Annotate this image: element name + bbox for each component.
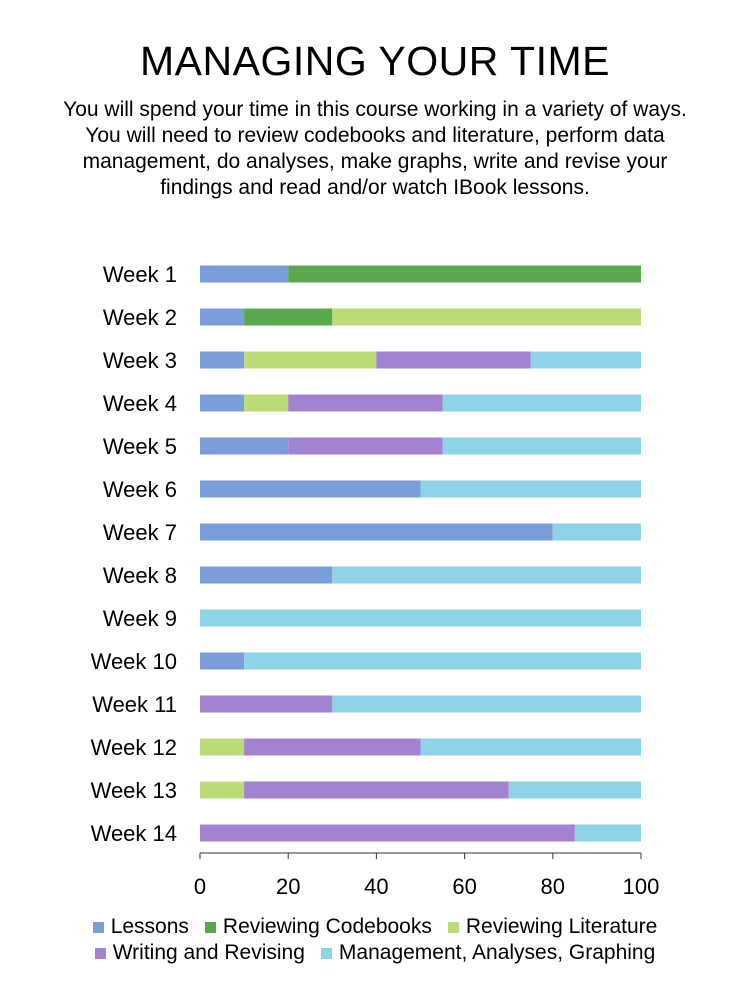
category-label: Week 6 [103, 477, 177, 502]
category-label: Week 9 [103, 606, 177, 631]
bars-group [200, 265, 641, 842]
bar-segment [288, 437, 443, 455]
bar-segment [200, 652, 245, 670]
category-label: Week 12 [91, 735, 177, 760]
bar-segment [552, 523, 641, 541]
category-label: Week 1 [103, 262, 177, 287]
bar-segment [200, 308, 245, 326]
bar-segment [574, 824, 641, 842]
bar-segment [508, 781, 641, 799]
legend-swatch [92, 921, 104, 933]
legend-item-writing-and-revising: Writing and Revising [94, 941, 305, 965]
bar-segment [200, 265, 289, 283]
bar-segment [376, 351, 531, 369]
category-label: Week 14 [91, 821, 177, 846]
bar-segment [200, 566, 333, 584]
legend-row-2: Writing and Revising Management, Analyse… [0, 941, 750, 965]
category-label: Week 8 [103, 563, 177, 588]
category-label: Week 4 [103, 391, 177, 416]
bar-segment [200, 351, 245, 369]
bar-segment [200, 781, 245, 799]
category-label: Week 2 [103, 305, 177, 330]
legend-item-management-analyses-graphing: Management, Analyses, Graphing [320, 941, 656, 965]
bar-segment [200, 609, 641, 627]
legend-label: Reviewing Literature [465, 915, 658, 938]
bar-segment [244, 738, 421, 756]
x-axis: 0 20 40 60 80 100 [194, 852, 660, 899]
bar-segment [442, 437, 641, 455]
legend-item-reviewing-literature: Reviewing Literature [447, 915, 658, 939]
category-labels-group: Week 1 Week 2 Week 3 Week 4 Week 5 Week 6 Week… [91, 262, 177, 846]
bar-segment [200, 824, 575, 842]
bar-segment [200, 394, 245, 412]
bar-segment [288, 265, 641, 283]
legend-swatch [447, 921, 459, 933]
bar-segment [420, 738, 641, 756]
x-tick-label: 0 [194, 874, 206, 899]
legend-row-1: Lessons Reviewing Codebooks Reviewing Li… [0, 915, 750, 939]
category-label: Week 3 [103, 348, 177, 373]
category-label: Week 10 [91, 649, 177, 674]
x-tick-label: 60 [452, 874, 476, 899]
legend-label: Lessons [110, 915, 189, 938]
legend-swatch [94, 947, 106, 959]
x-tick-label: 40 [364, 874, 388, 899]
legend-item-reviewing-codebooks: Reviewing Codebooks [204, 915, 432, 939]
bar-segment [244, 652, 641, 670]
bar-segment [244, 351, 377, 369]
category-label: Week 7 [103, 520, 177, 545]
bar-segment [244, 308, 333, 326]
category-label: Week 11 [92, 692, 177, 717]
legend-label: Reviewing Codebooks [222, 915, 432, 938]
legend-label: Writing and Revising [112, 941, 305, 964]
legend-item-lessons: Lessons [92, 915, 189, 939]
legend-swatch [320, 947, 332, 959]
x-tick-label: 80 [541, 874, 565, 899]
x-tick-label: 100 [623, 874, 660, 899]
bar-segment [288, 394, 443, 412]
bar-segment [420, 480, 641, 498]
category-label: Week 5 [103, 434, 177, 459]
bar-segment [442, 394, 641, 412]
bar-segment [244, 394, 289, 412]
bar-segment [530, 351, 641, 369]
bar-segment [200, 738, 245, 756]
bar-segment [244, 781, 509, 799]
legend-swatch [204, 921, 216, 933]
bar-segment [332, 308, 641, 326]
x-tick-label: 20 [276, 874, 300, 899]
legend-label: Management, Analyses, Graphing [338, 941, 656, 964]
bar-segment [200, 480, 421, 498]
bar-segment [200, 695, 333, 713]
category-label: Week 13 [91, 778, 177, 803]
chart-subtitle: You will spend your time in this course … [63, 98, 687, 199]
chart-title: MANAGING YOUR TIME [140, 38, 610, 84]
bar-segment [332, 566, 641, 584]
bar-segment [200, 437, 289, 455]
bar-segment [200, 523, 553, 541]
bar-segment [332, 695, 641, 713]
